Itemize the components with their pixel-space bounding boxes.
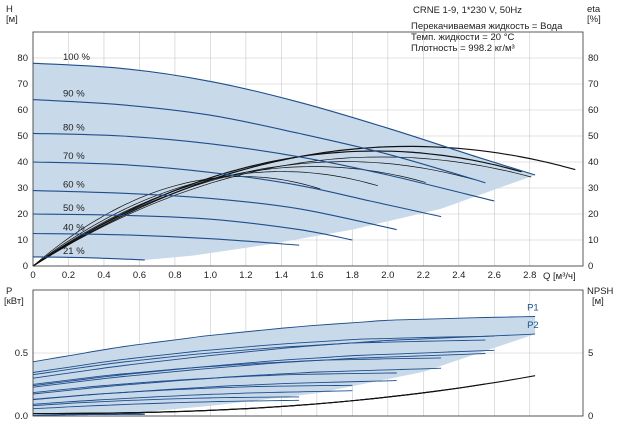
y-tick-label-right: 20: [588, 209, 599, 220]
y-axis-label-head: H: [6, 4, 13, 15]
y-tick-label-right: 5: [588, 348, 593, 359]
x-tick-label: 2.0: [381, 270, 394, 281]
y-tick-label-right: 60: [588, 105, 599, 116]
y-tick-label: 20: [17, 209, 28, 220]
y-tick-label: 0.5: [15, 348, 28, 359]
speed-label: 90 %: [63, 89, 85, 100]
x-tick-label: 1.6: [310, 270, 323, 281]
speed-label: 40 %: [63, 223, 85, 234]
power-curve: [32, 396, 300, 407]
power-curve: [32, 349, 495, 387]
y-axis-unit-eta: [%]: [587, 14, 601, 25]
y-axis-label-power: P: [6, 286, 12, 297]
density-info: Плотность = 998.2 кг/м³: [411, 43, 515, 54]
y-tick-label-right: 10: [588, 235, 599, 246]
y-tick-label: 10: [17, 235, 28, 246]
eta-curve: [32, 171, 378, 267]
series-label-p2: P2: [527, 320, 539, 331]
y-axis-unit-power: [кВт]: [4, 296, 24, 307]
power-panel: 0.0 0 0.5 5 P1 P2: [15, 289, 593, 422]
x-tick-label: 1.4: [275, 270, 288, 281]
y-tick-label-right: 50: [588, 131, 599, 142]
y-tick-label-right: 0: [588, 261, 593, 272]
x-tick-label: 0.8: [168, 270, 181, 281]
plot-frame-head: [32, 31, 584, 267]
y-tick-label: 40: [17, 157, 28, 168]
eta-curve: [32, 176, 321, 267]
y-tick-label: 70: [17, 79, 28, 90]
y-tick-label-right: 0: [588, 411, 593, 422]
x-tick-label: 0: [30, 270, 35, 281]
liquid-info: Перекачиваемая жидкость = Вода: [411, 21, 563, 32]
speed-label: 50 %: [63, 203, 85, 214]
head-curve: [32, 256, 145, 261]
x-tick-label: 2.8: [523, 270, 536, 281]
y-tick-label-right: 40: [588, 157, 599, 168]
y-tick-label: 0: [23, 261, 28, 272]
power-curve: [32, 413, 145, 416]
x-tick-label: 0.2: [62, 270, 75, 281]
speed-label: 100 %: [63, 52, 90, 63]
x-tick-label: 1.2: [239, 270, 252, 281]
pump-model-title: CRNE 1-9, 1*230 V, 50Hz: [413, 5, 522, 16]
y-axis-unit-npsh: [м]: [592, 296, 604, 307]
temperature-info: Темп. жидкости = 20 °C: [411, 32, 514, 43]
x-tick-label: 1.0: [204, 270, 217, 281]
x-tick-label: 2.6: [488, 270, 501, 281]
speed-label: 80 %: [63, 122, 85, 133]
head-curve: [32, 213, 353, 241]
series-label-p1: P1: [527, 302, 539, 313]
head-curve: [32, 62, 536, 176]
head-curve: [32, 190, 397, 231]
head-curve: [32, 132, 495, 202]
speed-label: 21 %: [63, 246, 85, 257]
power-envelope: [33, 316, 536, 414]
power-curve: [32, 384, 353, 400]
power-curve: [32, 333, 536, 379]
speed-label: 70 %: [63, 151, 85, 162]
power-curve: [32, 335, 495, 373]
y-axis-label-npsh: NPSH: [587, 286, 614, 297]
x-tick-label: 2.2: [417, 270, 430, 281]
y-axis-label-eta: eta: [587, 4, 601, 15]
x-tick-label: 0.4: [97, 270, 110, 281]
power-curve: [32, 357, 442, 385]
y-tick-label: 80: [17, 53, 28, 64]
head-curve: [32, 161, 442, 218]
y-tick-label: 60: [17, 105, 28, 116]
x-tick-label: 0.6: [133, 270, 146, 281]
npsh-curve: [33, 389, 442, 415]
power-curve: [32, 372, 397, 394]
power-curve: [32, 339, 486, 376]
x-axis-label: Q [м³/ч]: [543, 271, 576, 282]
y-axis-unit-head: [м]: [6, 14, 18, 25]
power-curve: [32, 316, 536, 363]
eta-curve: [32, 150, 522, 267]
y-tick-label: 30: [17, 183, 28, 194]
power-curve: [32, 353, 486, 388]
power-curve: [32, 399, 300, 410]
operating-envelope: [33, 63, 536, 261]
head-curve: [32, 99, 486, 184]
power-curve: [32, 390, 353, 405]
y-tick-label-right: 80: [588, 53, 599, 64]
x-tick-label: 1.8: [346, 270, 359, 281]
y-tick-label: 50: [17, 131, 28, 142]
x-tick-label: 2.4: [452, 270, 465, 281]
y-tick-label-right: 70: [588, 79, 599, 90]
head-curve: [32, 232, 300, 246]
y-tick-label-right: 30: [588, 183, 599, 194]
speed-label: 60 %: [63, 180, 85, 191]
eta-curve: [32, 161, 474, 267]
y-tick-label: 0.0: [15, 411, 28, 422]
plot-frame-power: [32, 289, 584, 417]
